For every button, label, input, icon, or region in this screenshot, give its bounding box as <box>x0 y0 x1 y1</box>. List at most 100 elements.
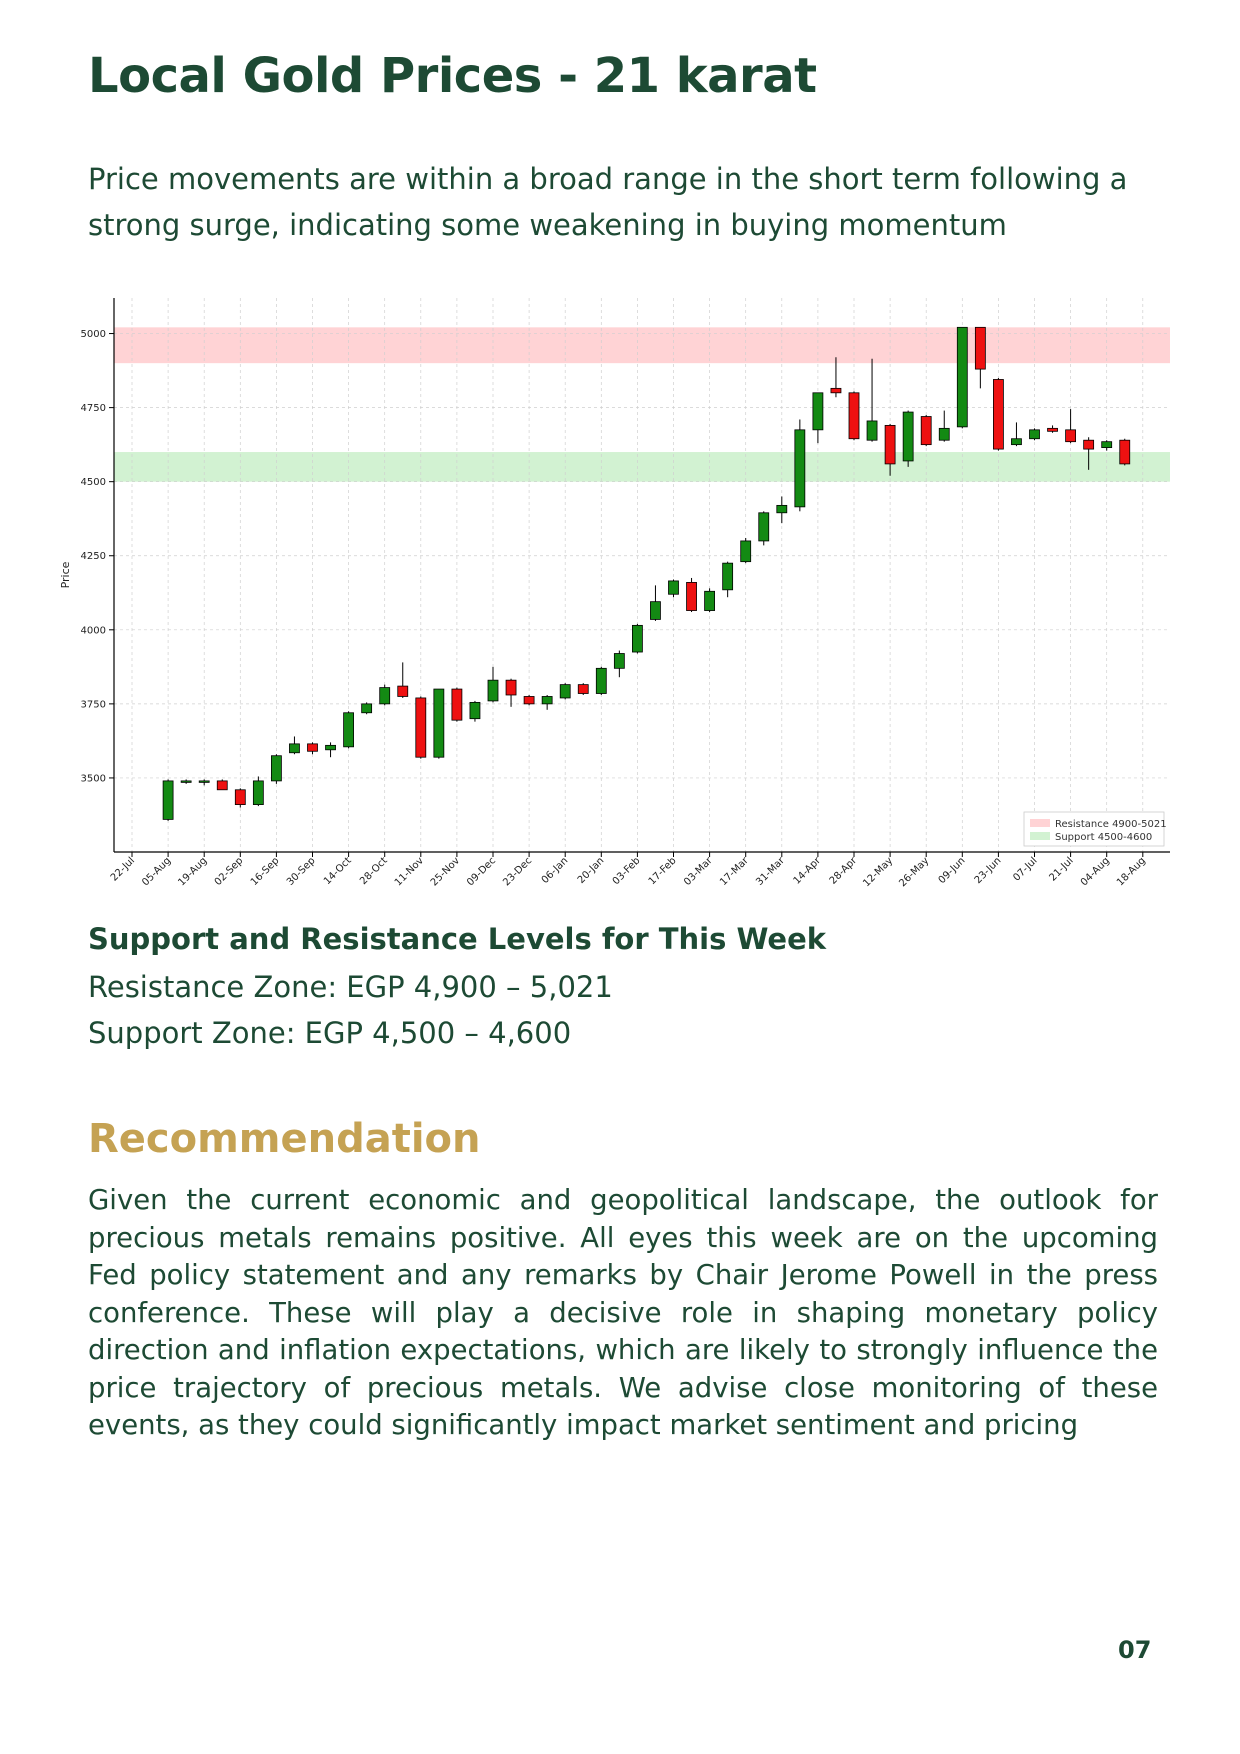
x-tick-label: 07-Jul <box>1011 855 1039 883</box>
x-tick-label: 14-Apr <box>792 855 824 887</box>
page-subtitle: Price movements are within a broad range… <box>88 162 1128 242</box>
x-tick-label: 30-Sep <box>285 855 318 888</box>
candle-body <box>252 780 264 805</box>
legend-swatch <box>1030 819 1050 827</box>
candle-body <box>415 697 427 758</box>
candle-body <box>704 590 715 611</box>
x-tick-label: 26-May <box>897 855 931 889</box>
y-axis-label: Price <box>60 561 72 588</box>
x-tick-label: 11-Nov <box>393 855 426 888</box>
x-tick-label: 31-Mar <box>754 855 787 888</box>
candle-body <box>632 624 643 653</box>
x-tick-label: 28-Oct <box>358 855 390 887</box>
y-tick-label: 3750 <box>81 699 106 710</box>
candle-body <box>343 712 355 748</box>
x-tick-label: 09-Jun <box>937 855 968 886</box>
candle-body <box>162 780 174 820</box>
candle-body <box>487 679 499 702</box>
x-tick-label: 21-Jul <box>1047 855 1075 883</box>
recommendation-body: Given the current economic and geopoliti… <box>88 1184 1158 1441</box>
candle-body <box>307 743 318 752</box>
x-tick-label: 25-Nov <box>429 855 462 888</box>
candle-body <box>956 326 968 428</box>
x-tick-label: 03-Feb <box>611 855 643 887</box>
candle-body <box>1047 427 1058 432</box>
x-tick-label: 14-Oct <box>322 855 354 887</box>
candle-body <box>993 379 1004 450</box>
x-tick-label: 03-Mar <box>682 855 715 888</box>
y-tick-label: 4250 <box>81 551 106 562</box>
x-tick-label: 23-Dec <box>501 855 534 888</box>
candle-body <box>758 512 770 542</box>
y-tick-label: 4750 <box>81 403 106 414</box>
candle-body <box>722 562 734 591</box>
candle-body <box>812 392 824 431</box>
y-tick-label: 5000 <box>81 329 106 340</box>
candle-body <box>505 679 517 696</box>
candle-body <box>397 685 409 697</box>
x-tick-label: 02-Sep <box>213 855 246 888</box>
x-tick-label: 18-Aug <box>1115 855 1148 888</box>
x-tick-label: 20-Jan <box>576 855 607 886</box>
page-number: 07 <box>1118 1636 1152 1664</box>
candle-body <box>234 789 246 805</box>
candle-body <box>180 780 192 783</box>
x-tick-label: 04-Aug <box>1079 855 1112 888</box>
candle-body <box>216 780 228 791</box>
y-tick-label: 4500 <box>81 477 106 488</box>
x-tick-label: 05-Aug <box>140 855 173 888</box>
candle-body <box>776 504 788 514</box>
recommendation-heading: Recommendation <box>88 1116 481 1162</box>
x-tick-label: 28-Apr <box>828 855 860 887</box>
resistance-band <box>114 327 1170 364</box>
candle-body <box>1029 429 1040 440</box>
candle-body <box>830 387 842 394</box>
candle-body <box>650 601 661 620</box>
x-tick-label: 23-Jun <box>973 855 1004 886</box>
x-tick-label: 12-May <box>861 855 895 889</box>
x-tick-label: 09-Dec <box>465 855 498 888</box>
candle-body <box>1011 438 1022 446</box>
candle-body <box>379 687 391 705</box>
candle-body <box>1101 441 1113 449</box>
x-tick-label: 22-Jul <box>109 855 137 883</box>
y-tick-label: 4000 <box>81 625 106 636</box>
candle-body <box>451 688 463 721</box>
candle-body <box>740 540 752 563</box>
candle-body <box>1119 439 1131 465</box>
candle-body <box>433 688 445 758</box>
candle-body <box>577 684 589 694</box>
candle-body <box>289 743 300 754</box>
x-tick-label: 17-Mar <box>718 855 751 888</box>
candlestick-chart: 3500 3750 4000 4250 4500 4750 5000 22-Jul 05-Aug… <box>60 290 1190 900</box>
levels-heading: Support and Resistance Levels for This W… <box>88 922 827 956</box>
candle-body <box>541 696 553 705</box>
candle-body <box>974 326 986 370</box>
support-band <box>114 452 1170 482</box>
support-zone-text: Support Zone: EGP 4,500 – 4,600 <box>88 1016 572 1050</box>
legend-label: Resistance 4900-5021 <box>1055 819 1167 830</box>
legend-label: Support 4500-4600 <box>1055 832 1152 843</box>
candle-body <box>794 429 806 508</box>
candle-body <box>884 424 896 465</box>
y-tick-label: 3500 <box>81 773 106 784</box>
page-title: Local Gold Prices - 21 karat <box>88 48 817 104</box>
candle-body <box>686 582 697 611</box>
x-tick-label: 16-Sep <box>249 855 282 888</box>
chart-svg: 3500 3750 4000 4250 4500 4750 5000 22-Jul 05-Aug… <box>60 298 1170 889</box>
candle-body <box>559 684 571 699</box>
candle-body <box>613 653 625 669</box>
candle-body <box>270 755 282 782</box>
candle-body <box>325 744 336 751</box>
candle-body <box>523 696 535 705</box>
resistance-zone-text: Resistance Zone: EGP 4,900 – 5,021 <box>88 970 613 1004</box>
candle-body <box>469 701 481 720</box>
x-tick-label: 17-Feb <box>647 855 679 887</box>
legend-box <box>1023 811 1165 847</box>
candle-body <box>198 780 210 783</box>
candle-body <box>668 580 679 595</box>
candle-body <box>866 420 878 441</box>
candle-body <box>1083 439 1095 450</box>
x-tick-label: 19-Aug <box>176 855 209 888</box>
candle-body <box>938 427 950 441</box>
